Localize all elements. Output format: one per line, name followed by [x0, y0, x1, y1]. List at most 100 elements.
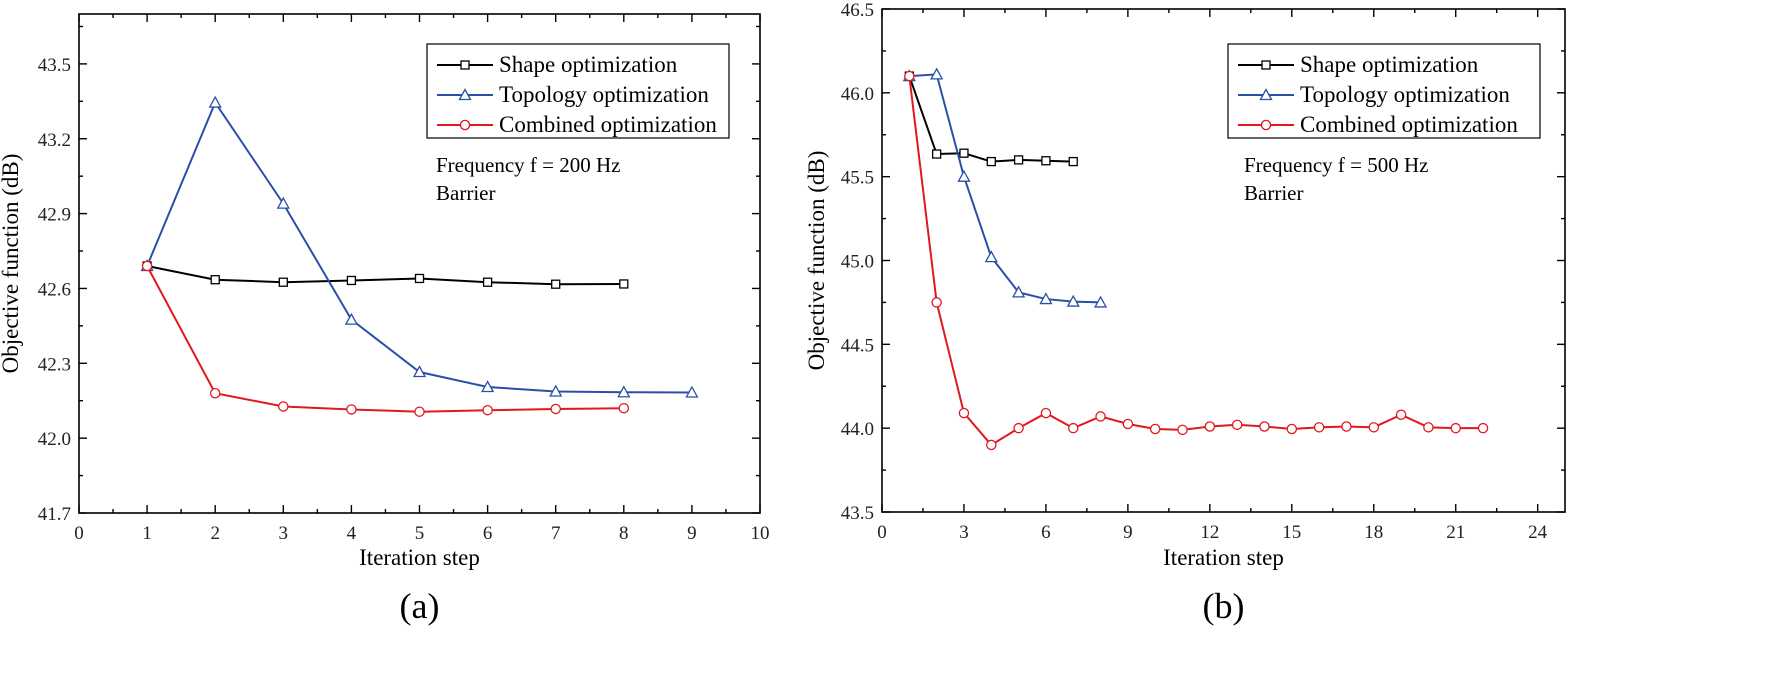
y-tick-label: 42.6 — [38, 279, 71, 300]
series-triangle — [902, 67, 1108, 308]
data-point — [1067, 422, 1079, 434]
data-point — [986, 439, 997, 451]
x-tick-label: 21 — [1446, 522, 1465, 543]
x-axis-label: Iteration step — [359, 545, 480, 570]
panel-label: (a) — [400, 586, 440, 626]
legend-marker — [1259, 88, 1273, 101]
annotation: Barrier — [1244, 181, 1303, 205]
data-point — [551, 279, 561, 289]
x-tick-label: 18 — [1364, 522, 1383, 543]
data-point — [482, 277, 493, 287]
data-point — [346, 275, 357, 286]
data-point — [958, 407, 970, 419]
data-point — [1039, 292, 1053, 305]
data-point — [414, 406, 425, 417]
legend-label: Topology optimization — [1300, 82, 1510, 107]
data-point — [412, 365, 427, 378]
y-tick-label: 41.7 — [38, 504, 71, 525]
y-tick-label: 46.5 — [841, 0, 874, 21]
data-point — [1286, 423, 1298, 435]
x-tick-label: 6 — [1041, 522, 1051, 543]
x-tick-label: 0 — [74, 523, 84, 544]
data-point — [1013, 422, 1024, 434]
series-line — [908, 75, 1484, 447]
chart-a: 0 1 2 3 4 5 6 7 8 9 10 41.7 42.0 42.3 42.6 42.9 43.2 43.5… — [0, 13, 770, 626]
data-point — [1341, 421, 1352, 432]
legend-marker — [1261, 60, 1271, 70]
legend-label: Combined optimization — [499, 112, 717, 137]
series-triangle — [140, 95, 699, 398]
data-point — [959, 148, 969, 158]
x-tick-label: 24 — [1528, 522, 1548, 543]
panel-label: (b) — [1203, 586, 1245, 626]
x-tick-label: 12 — [1200, 522, 1219, 543]
y-axis-label: Objective function (dB) — [804, 151, 829, 371]
data-point — [141, 260, 153, 272]
y-tick-label: 42.9 — [38, 205, 71, 226]
data-point — [276, 196, 290, 209]
series-line — [908, 75, 1074, 163]
data-point — [481, 380, 495, 393]
legend-marker — [458, 88, 472, 101]
y-axis-label: Objective function (dB) — [0, 154, 23, 374]
y-tick-label: 43.5 — [841, 503, 874, 524]
x-tick-label: 9 — [1123, 522, 1133, 543]
x-tick-label: 9 — [687, 523, 697, 544]
y-tick-label: 45.0 — [841, 252, 874, 273]
data-point — [482, 404, 493, 416]
legend-label: Topology optimization — [499, 82, 709, 107]
data-point — [1095, 411, 1106, 422]
x-tick-label: 5 — [415, 523, 425, 544]
data-point — [1149, 423, 1161, 435]
series-line — [146, 265, 624, 413]
data-point — [344, 312, 358, 325]
legend: Shape optimization Topology optimization C… — [426, 43, 730, 139]
data-point — [414, 273, 425, 284]
data-point — [986, 156, 996, 167]
data-point — [1013, 155, 1024, 165]
data-point — [1066, 294, 1080, 307]
legend-label: Shape optimization — [1300, 52, 1479, 77]
data-point — [1122, 418, 1134, 430]
series-line — [909, 73, 1101, 304]
data-point — [957, 169, 971, 182]
data-point — [931, 297, 942, 308]
legend-marker — [459, 119, 471, 131]
data-point — [549, 384, 563, 397]
x-tick-label: 0 — [877, 522, 887, 543]
x-tick-label: 8 — [619, 523, 629, 544]
annotation: Frequency f = 500 Hz — [1244, 153, 1428, 177]
y-tick-label: 44.5 — [841, 335, 874, 356]
data-point — [210, 275, 220, 285]
series-circle — [904, 70, 1489, 451]
data-point — [1041, 156, 1051, 166]
data-point — [1423, 422, 1434, 433]
data-point — [550, 403, 561, 415]
data-point — [1259, 421, 1270, 432]
data-point — [1477, 422, 1489, 434]
data-point — [1012, 285, 1026, 298]
y-tick-label: 44.0 — [841, 419, 874, 440]
x-tick-label: 3 — [279, 523, 289, 544]
x-axis-label: Iteration step — [1163, 545, 1284, 570]
series-square — [904, 71, 1078, 167]
data-point — [1313, 422, 1325, 433]
legend-box — [426, 43, 730, 139]
x-tick-label: 1 — [142, 523, 152, 544]
x-tick-label: 6 — [483, 523, 493, 544]
annotation: Barrier — [436, 181, 495, 205]
series-square — [142, 261, 629, 289]
y-tick-label: 43.2 — [38, 130, 71, 151]
x-tick-label: 4 — [347, 523, 357, 544]
data-point — [617, 385, 631, 398]
data-point — [1093, 295, 1108, 308]
chart-b: 0 3 6 9 12 15 18 21 24 43.5 44.0 44.5 45.0 45.5 46.0 46… — [804, 0, 1566, 626]
data-point — [904, 70, 915, 82]
data-point — [209, 387, 221, 399]
y-tick-label: 45.5 — [841, 168, 874, 189]
data-point — [1068, 156, 1078, 167]
legend-box — [1227, 43, 1541, 139]
x-tick-label: 2 — [210, 523, 220, 544]
x-tick-label: 7 — [551, 523, 561, 544]
